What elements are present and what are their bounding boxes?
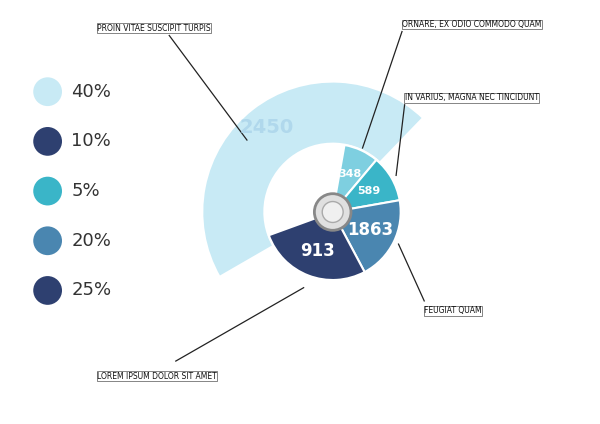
Wedge shape [335,145,376,200]
Text: PROIN VITAE SUSCIPIT TURPIS: PROIN VITAE SUSCIPIT TURPIS [97,24,211,33]
Text: 20%: 20% [71,232,111,250]
Text: 10%: 10% [71,132,111,151]
Wedge shape [202,81,424,277]
Circle shape [33,177,62,206]
Wedge shape [340,200,401,272]
Text: ORNARE, EX ODIO COMMODO QUAM: ORNARE, EX ODIO COMMODO QUAM [402,20,541,29]
Text: 25%: 25% [71,282,111,299]
Wedge shape [343,160,400,209]
Text: 5%: 5% [71,182,100,200]
Circle shape [33,226,62,255]
Text: 913: 913 [301,242,335,260]
Circle shape [33,127,62,156]
Text: 2450: 2450 [239,117,293,137]
Text: 40%: 40% [71,83,111,100]
Text: 1863: 1863 [347,221,394,239]
Wedge shape [269,218,365,280]
Circle shape [314,194,351,230]
Text: 348: 348 [339,169,362,179]
Text: 589: 589 [358,186,380,196]
Text: LOREM IPSUM DOLOR SIT AMET: LOREM IPSUM DOLOR SIT AMET [97,371,217,380]
Circle shape [322,201,343,223]
Text: IN VARIUS, MAGNA NEC TINCIDUNT: IN VARIUS, MAGNA NEC TINCIDUNT [404,93,539,102]
Circle shape [33,77,62,106]
Text: FEUGIAT QUAM: FEUGIAT QUAM [424,306,482,315]
Circle shape [33,276,62,305]
